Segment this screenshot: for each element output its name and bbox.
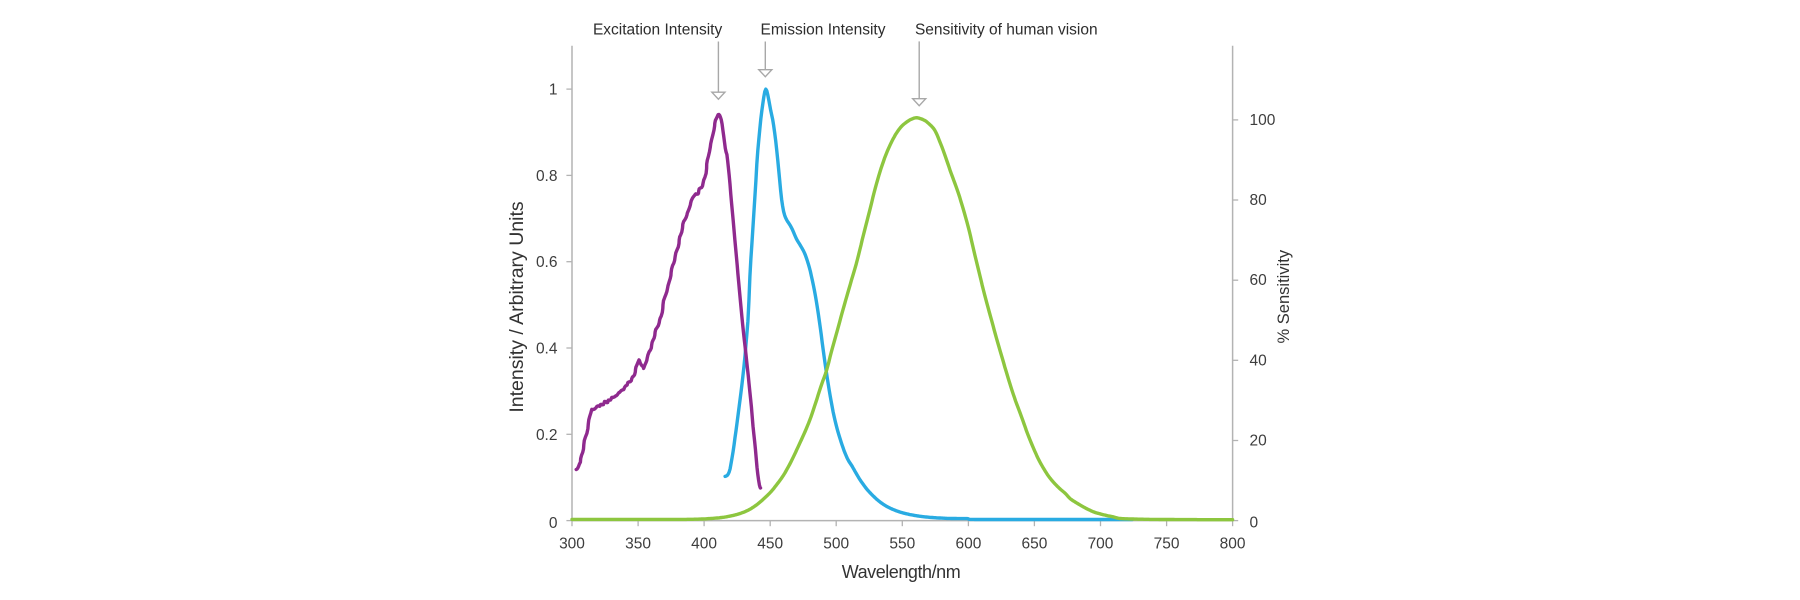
svg-text:350: 350 <box>625 536 651 553</box>
svg-text:0: 0 <box>549 515 558 532</box>
svg-text:Emission Intensity: Emission Intensity <box>761 22 886 39</box>
svg-text:Sensitivity of human vision: Sensitivity of human vision <box>915 22 1098 39</box>
svg-text:80: 80 <box>1250 192 1268 209</box>
svg-text:100: 100 <box>1250 112 1276 129</box>
svg-text:800: 800 <box>1220 536 1246 553</box>
svg-text:700: 700 <box>1088 536 1114 553</box>
svg-text:20: 20 <box>1250 433 1268 450</box>
svg-text:60: 60 <box>1250 272 1268 289</box>
svg-text:0.6: 0.6 <box>536 254 558 271</box>
svg-text:0.8: 0.8 <box>536 168 558 185</box>
svg-text:% Sensitivity: % Sensitivity <box>1275 249 1293 343</box>
svg-text:550: 550 <box>889 536 915 553</box>
svg-text:Intensity / Arbitrary Units: Intensity / Arbitrary Units <box>506 201 528 413</box>
svg-text:300: 300 <box>559 536 585 553</box>
svg-text:750: 750 <box>1154 536 1180 553</box>
svg-text:Wavelength/nm: Wavelength/nm <box>842 562 961 582</box>
svg-text:Excitation Intensity: Excitation Intensity <box>593 22 722 39</box>
svg-text:0.4: 0.4 <box>536 341 558 358</box>
svg-text:0.2: 0.2 <box>536 427 558 444</box>
svg-text:650: 650 <box>1021 536 1047 553</box>
svg-text:40: 40 <box>1250 352 1268 369</box>
svg-text:1: 1 <box>549 82 558 99</box>
svg-text:400: 400 <box>691 536 717 553</box>
svg-text:450: 450 <box>757 536 783 553</box>
svg-text:500: 500 <box>823 536 849 553</box>
svg-text:600: 600 <box>955 536 981 553</box>
svg-text:0: 0 <box>1250 514 1259 531</box>
